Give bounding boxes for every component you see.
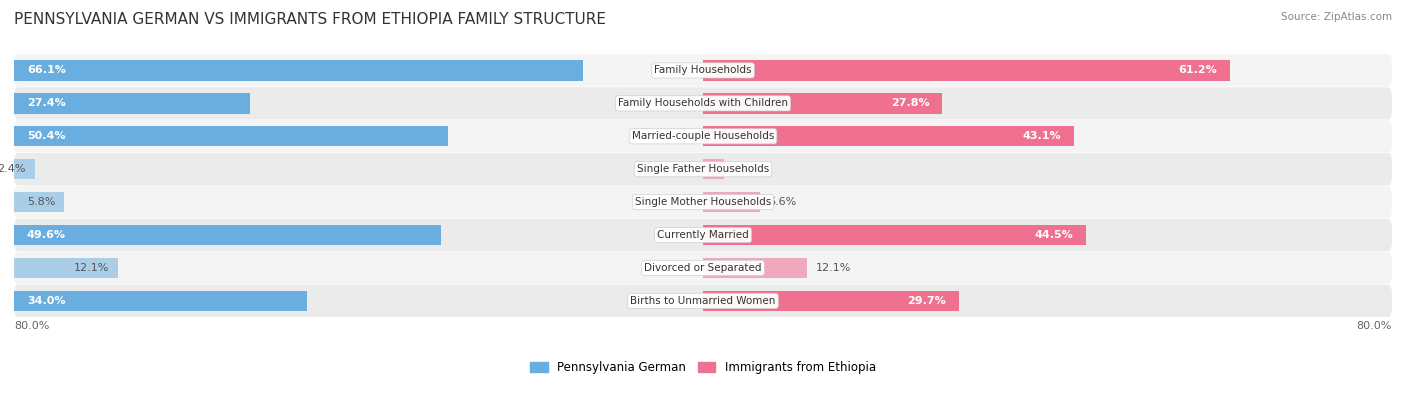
FancyBboxPatch shape <box>14 87 1392 119</box>
Text: 2.4%: 2.4% <box>0 164 27 174</box>
FancyBboxPatch shape <box>14 285 1392 317</box>
Text: Family Households with Children: Family Households with Children <box>619 98 787 108</box>
Text: 61.2%: 61.2% <box>1178 66 1218 75</box>
Bar <box>14 291 307 311</box>
FancyBboxPatch shape <box>14 54 1392 87</box>
Bar <box>14 126 449 147</box>
Bar <box>703 225 1087 245</box>
Text: 80.0%: 80.0% <box>1357 321 1392 331</box>
Text: 50.4%: 50.4% <box>27 131 66 141</box>
Text: 12.1%: 12.1% <box>75 263 110 273</box>
Text: 2.4%: 2.4% <box>733 164 761 174</box>
Text: 27.4%: 27.4% <box>27 98 66 108</box>
Text: Married-couple Households: Married-couple Households <box>631 131 775 141</box>
Text: 44.5%: 44.5% <box>1035 230 1073 240</box>
Legend: Pennsylvania German, Immigrants from Ethiopia: Pennsylvania German, Immigrants from Eth… <box>526 356 880 379</box>
Bar <box>703 126 1074 147</box>
Bar <box>14 159 35 179</box>
Bar <box>14 225 441 245</box>
Bar <box>703 159 724 179</box>
Text: 34.0%: 34.0% <box>27 296 66 306</box>
Text: 49.6%: 49.6% <box>27 230 66 240</box>
Text: PENNSYLVANIA GERMAN VS IMMIGRANTS FROM ETHIOPIA FAMILY STRUCTURE: PENNSYLVANIA GERMAN VS IMMIGRANTS FROM E… <box>14 12 606 27</box>
Text: 12.1%: 12.1% <box>815 263 851 273</box>
Bar <box>14 192 65 213</box>
Bar <box>703 93 942 114</box>
Text: Family Households: Family Households <box>654 66 752 75</box>
Text: Divorced or Separated: Divorced or Separated <box>644 263 762 273</box>
Bar <box>703 192 759 213</box>
Text: 43.1%: 43.1% <box>1022 131 1062 141</box>
Text: 5.8%: 5.8% <box>27 197 55 207</box>
Text: Source: ZipAtlas.com: Source: ZipAtlas.com <box>1281 12 1392 22</box>
Bar <box>703 291 959 311</box>
Text: 80.0%: 80.0% <box>14 321 49 331</box>
Bar <box>14 60 583 81</box>
Text: Single Mother Households: Single Mother Households <box>636 197 770 207</box>
FancyBboxPatch shape <box>14 186 1392 218</box>
Text: Single Father Households: Single Father Households <box>637 164 769 174</box>
FancyBboxPatch shape <box>14 252 1392 284</box>
Bar <box>14 258 118 278</box>
FancyBboxPatch shape <box>14 153 1392 185</box>
Text: 6.6%: 6.6% <box>769 197 797 207</box>
FancyBboxPatch shape <box>14 120 1392 152</box>
FancyBboxPatch shape <box>14 219 1392 251</box>
Text: 27.8%: 27.8% <box>891 98 929 108</box>
Bar <box>703 60 1230 81</box>
Bar <box>14 93 250 114</box>
Text: Births to Unmarried Women: Births to Unmarried Women <box>630 296 776 306</box>
Text: 29.7%: 29.7% <box>907 296 946 306</box>
Text: 66.1%: 66.1% <box>27 66 66 75</box>
Text: Currently Married: Currently Married <box>657 230 749 240</box>
Bar <box>703 258 807 278</box>
